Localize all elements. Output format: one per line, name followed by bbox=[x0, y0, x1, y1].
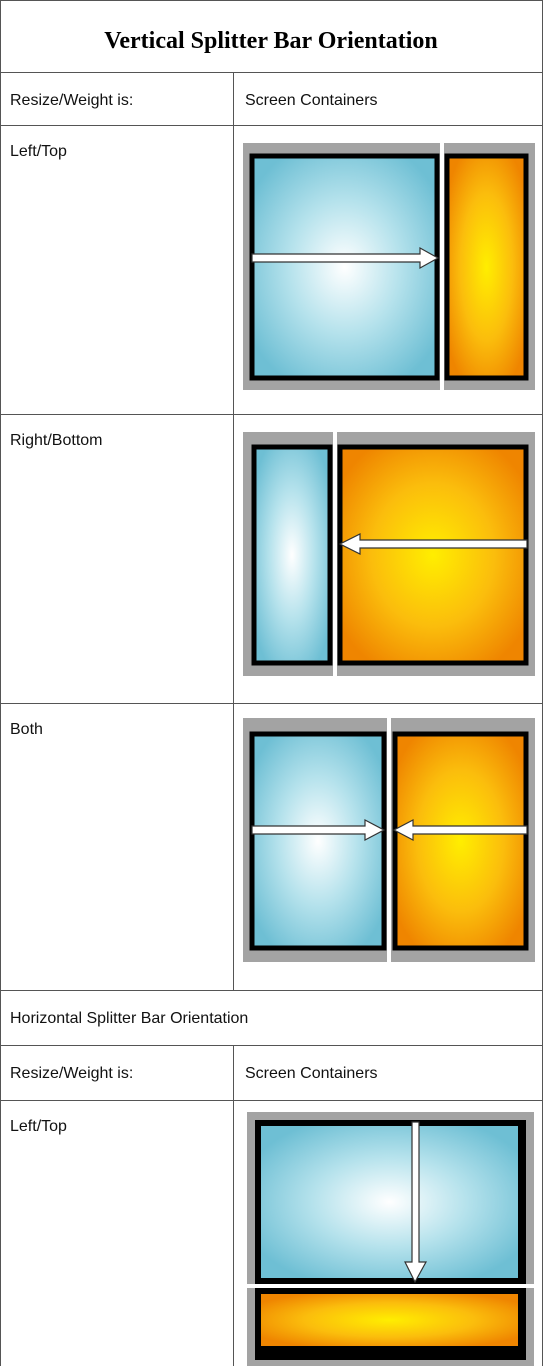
section-title: Horizontal Splitter Bar Orientation bbox=[10, 1010, 248, 1027]
table-title: Vertical Splitter Bar Orientation bbox=[104, 28, 438, 54]
row-label: Left/Top bbox=[10, 143, 67, 160]
header-cell: Screen Containers bbox=[245, 1065, 378, 1082]
illustration bbox=[243, 432, 535, 676]
header-cell: Resize/Weight is: bbox=[10, 92, 133, 109]
illustration bbox=[243, 143, 535, 390]
row-label: Both bbox=[10, 721, 43, 738]
header-cell: Screen Containers bbox=[245, 92, 378, 109]
illustration bbox=[247, 1112, 534, 1366]
illustration bbox=[243, 718, 535, 962]
row-label: Left/Top bbox=[10, 1118, 67, 1135]
header-cell: Resize/Weight is: bbox=[10, 1065, 133, 1082]
row-label: Right/Bottom bbox=[10, 432, 102, 449]
